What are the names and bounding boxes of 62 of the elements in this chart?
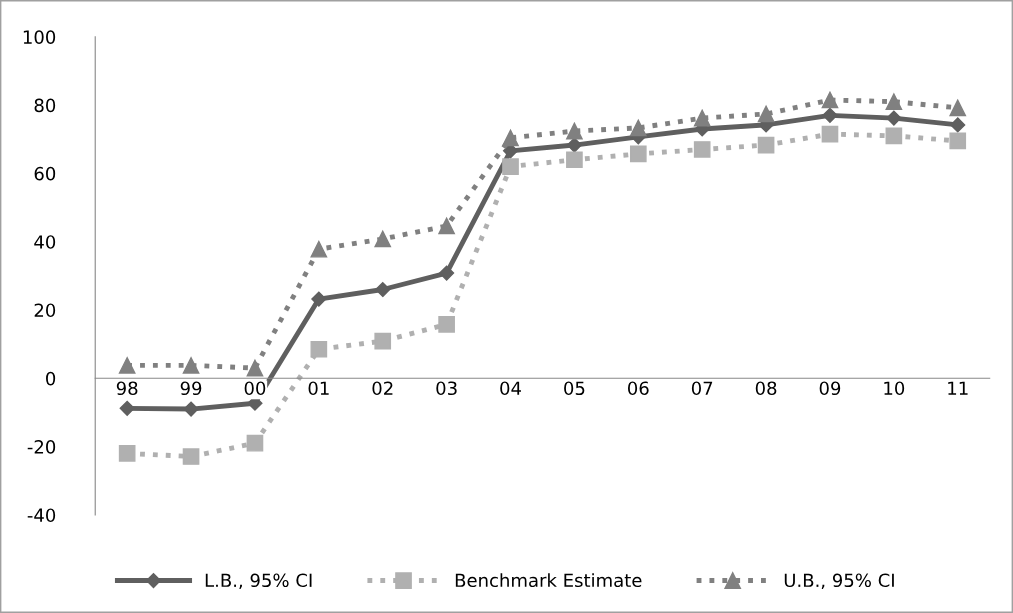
- y-tick-label: 0: [46, 371, 56, 386]
- point: [950, 117, 966, 133]
- point: [629, 119, 647, 137]
- point: [886, 110, 902, 126]
- x-tick-label: 06: [628, 381, 649, 396]
- point: [949, 132, 967, 150]
- x-tick-label: 98: [116, 381, 138, 396]
- y-tick-label: 40: [34, 235, 56, 249]
- x-tick-label: 09: [819, 381, 841, 396]
- point: [438, 316, 455, 333]
- point: [822, 107, 838, 123]
- point: [821, 125, 839, 143]
- point: [566, 151, 583, 169]
- point: [885, 93, 903, 111]
- x-tick-label: 02: [372, 381, 393, 396]
- x-tick-label: 03: [436, 381, 457, 396]
- point: [885, 127, 903, 145]
- y-tick-label: -20: [27, 440, 56, 454]
- point: [374, 230, 392, 248]
- point: [757, 105, 775, 123]
- point: [182, 356, 200, 374]
- point: [246, 434, 264, 452]
- x-tick-label: 99: [180, 381, 202, 396]
- point: [693, 109, 711, 127]
- y-tick-label: 100: [23, 30, 56, 44]
- point: [566, 137, 582, 153]
- point: [118, 445, 136, 462]
- point: [374, 332, 392, 350]
- x-tick-label: 08: [755, 381, 777, 396]
- legend-label: Benchmark Estimate: [455, 573, 642, 588]
- legend-label: L.B., 95% CI: [205, 573, 312, 589]
- point: [375, 281, 391, 298]
- x-tick-label: 11: [948, 381, 968, 395]
- point: [502, 158, 519, 175]
- point: [119, 400, 135, 416]
- x-tick-label: 10: [884, 381, 905, 396]
- point: [310, 340, 328, 358]
- point: [438, 217, 455, 235]
- point: [439, 265, 455, 281]
- point: [821, 91, 839, 109]
- x-tick-label: 04: [500, 381, 521, 396]
- y-tick-label: 60: [34, 166, 56, 181]
- y-tick-label: 80: [34, 98, 56, 113]
- point: [118, 356, 136, 374]
- x-tick-label: 05: [564, 381, 585, 396]
- point: [183, 401, 199, 417]
- point: [693, 141, 711, 158]
- point: [566, 122, 583, 140]
- point: [311, 291, 327, 307]
- point: [629, 145, 647, 163]
- point: [182, 448, 200, 465]
- point: [246, 359, 264, 377]
- point: [310, 240, 328, 258]
- x-tick-label: 07: [691, 381, 713, 396]
- point: [757, 136, 775, 154]
- legend-label: U.B., 95% CI: [784, 573, 894, 589]
- point: [502, 129, 519, 147]
- y-tick-label: 20: [34, 303, 56, 318]
- x-tick-label: 01: [308, 381, 329, 396]
- x-tick-label: 00: [244, 381, 266, 396]
- point: [949, 99, 967, 117]
- y-tick-label: -40: [27, 508, 56, 523]
